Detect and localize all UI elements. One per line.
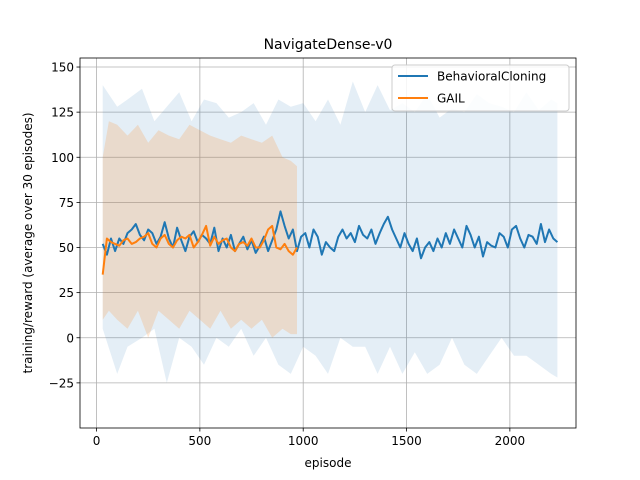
grid-lines — [80, 58, 576, 428]
y-axis-label: training/reward (average over 30 episode… — [21, 112, 35, 373]
y-axis-ticks: −25 0 25 50 75 100 125 150 — [49, 61, 80, 390]
legend-label-gail: GAIL — [437, 92, 465, 106]
y-tick-label: 0 — [66, 331, 74, 345]
x-tick-label: 1000 — [288, 434, 319, 448]
y-tick-label: 75 — [59, 196, 74, 210]
x-tick-label: 0 — [93, 434, 101, 448]
plot-frame — [79, 57, 577, 429]
y-tick-label: 150 — [51, 61, 74, 75]
y-tick-label: −25 — [49, 376, 74, 390]
legend-label-behavioralcloning: BehavioralCloning — [437, 70, 546, 84]
chart-title: NavigateDense-v0 — [264, 37, 393, 53]
legend: BehavioralCloning GAIL — [391, 64, 570, 112]
y-tick-label: 50 — [59, 241, 74, 255]
variance-bands — [102, 81, 558, 383]
legend-box — [391, 64, 570, 112]
series-line-gail — [101, 224, 298, 275]
x-tick-label: 1500 — [391, 434, 422, 448]
y-tick-label: 25 — [59, 286, 74, 300]
band-behavioralcloning — [102, 81, 558, 383]
x-axis-label: episode — [305, 456, 352, 470]
x-tick-label: 500 — [188, 434, 211, 448]
series-line-behavioralcloning — [101, 210, 559, 260]
y-tick-label: 125 — [51, 106, 74, 120]
x-axis-ticks: 0 500 1000 1500 2000 — [93, 428, 525, 448]
x-tick-label: 2000 — [495, 434, 526, 448]
series-lines — [101, 210, 559, 275]
band-gail — [102, 121, 297, 338]
y-tick-label: 100 — [51, 151, 74, 165]
